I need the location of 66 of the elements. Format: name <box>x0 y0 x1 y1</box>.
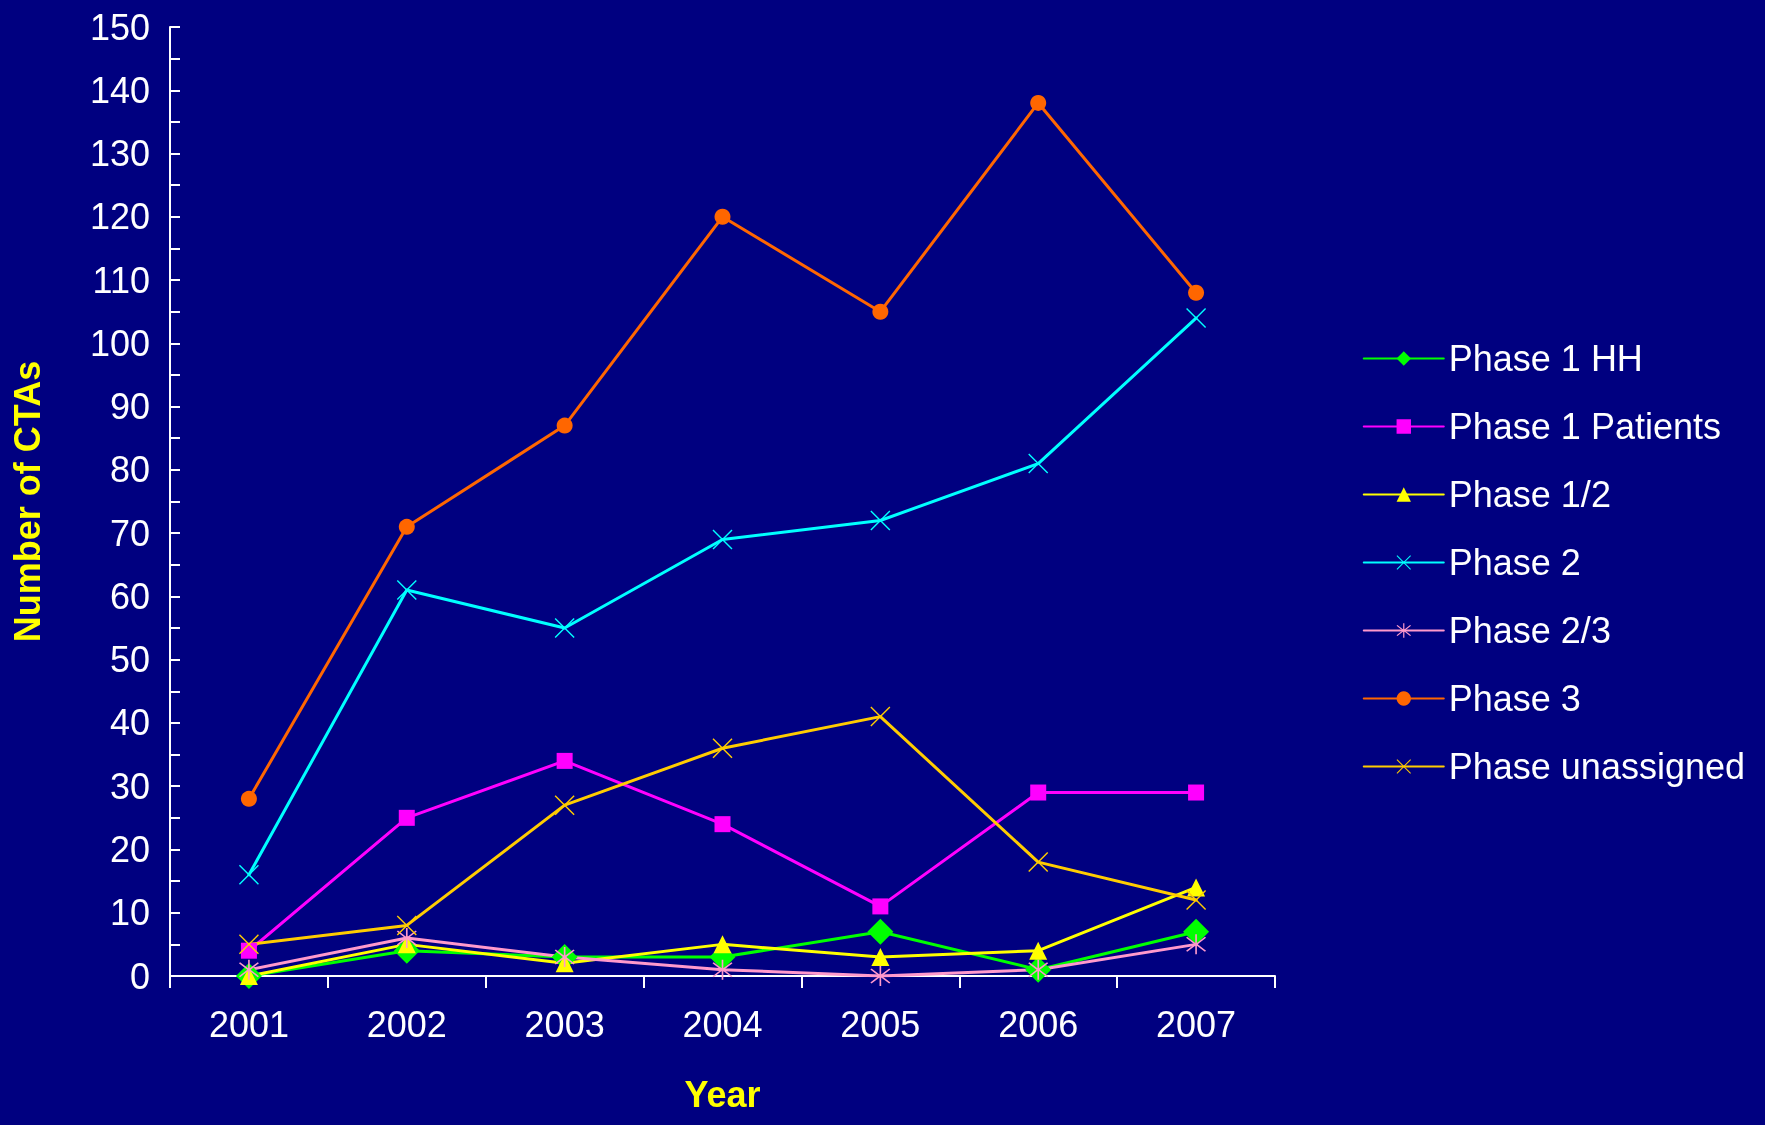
y-tick-label: 70 <box>109 512 150 554</box>
point <box>398 518 415 535</box>
point <box>870 706 891 727</box>
point <box>872 898 889 915</box>
x-tick-label: 2004 <box>682 1003 763 1045</box>
legend-label: Phase 1/2 <box>1448 474 1611 515</box>
legend-label: Phase 1 HH <box>1448 338 1643 379</box>
point <box>1183 918 1210 945</box>
legend-label: Phase 2 <box>1448 542 1581 583</box>
y-tick-label: 120 <box>89 196 150 238</box>
point <box>396 915 417 936</box>
point <box>870 510 891 531</box>
point <box>556 417 573 434</box>
point <box>238 864 259 885</box>
point <box>398 809 415 826</box>
point <box>556 752 573 769</box>
point <box>1186 890 1207 911</box>
point <box>714 816 731 833</box>
x-tick-label: 2006 <box>998 1003 1079 1045</box>
y-tick-label: 20 <box>109 828 150 870</box>
y-tick-label: 30 <box>109 765 150 807</box>
y-tick-label: 150 <box>89 6 150 48</box>
point <box>1186 934 1207 955</box>
point <box>713 935 732 954</box>
point <box>1028 852 1049 873</box>
legend-label: Phase 1 Patients <box>1448 406 1721 447</box>
x-tick-label: 2001 <box>208 1003 289 1045</box>
y-tick-label: 90 <box>109 386 150 428</box>
point <box>871 948 890 967</box>
legend-label: Phase 3 <box>1448 678 1581 719</box>
x-tick-label: 2007 <box>1156 1003 1237 1045</box>
point <box>554 618 575 639</box>
point <box>712 529 733 550</box>
y-tick-label: 130 <box>89 133 150 175</box>
y-axis-title: Number of CTAs <box>6 360 48 643</box>
point <box>1188 284 1205 301</box>
point <box>872 303 889 320</box>
point <box>240 790 257 807</box>
point <box>238 934 259 955</box>
y-tick-label: 10 <box>109 892 150 934</box>
point <box>1030 94 1047 111</box>
y-tick-label: 80 <box>109 449 150 491</box>
y-tick-label: 100 <box>89 322 150 364</box>
legend-label: Phase unassigned <box>1448 746 1746 787</box>
y-tick-label: 140 <box>89 69 150 111</box>
y-tick-label: 50 <box>109 639 150 681</box>
point <box>1030 784 1047 801</box>
point <box>714 208 731 225</box>
x-tick-label: 2003 <box>524 1003 605 1045</box>
point <box>1028 453 1049 474</box>
legend-label: Phase 2/3 <box>1448 610 1611 651</box>
point <box>396 580 417 601</box>
point <box>396 928 417 949</box>
point <box>1029 941 1048 960</box>
x-tick-label: 2005 <box>840 1003 921 1045</box>
y-tick-label: 40 <box>109 702 150 744</box>
y-tick-label: 110 <box>92 259 150 301</box>
point <box>1188 784 1205 801</box>
point <box>554 795 575 816</box>
y-tick-label: 0 <box>129 955 150 997</box>
point <box>712 738 733 759</box>
y-tick-label: 60 <box>109 575 150 617</box>
point <box>867 918 894 945</box>
x-tick-label: 2002 <box>366 1003 447 1045</box>
x-axis-title: Year <box>684 1073 761 1115</box>
point <box>1186 308 1207 329</box>
